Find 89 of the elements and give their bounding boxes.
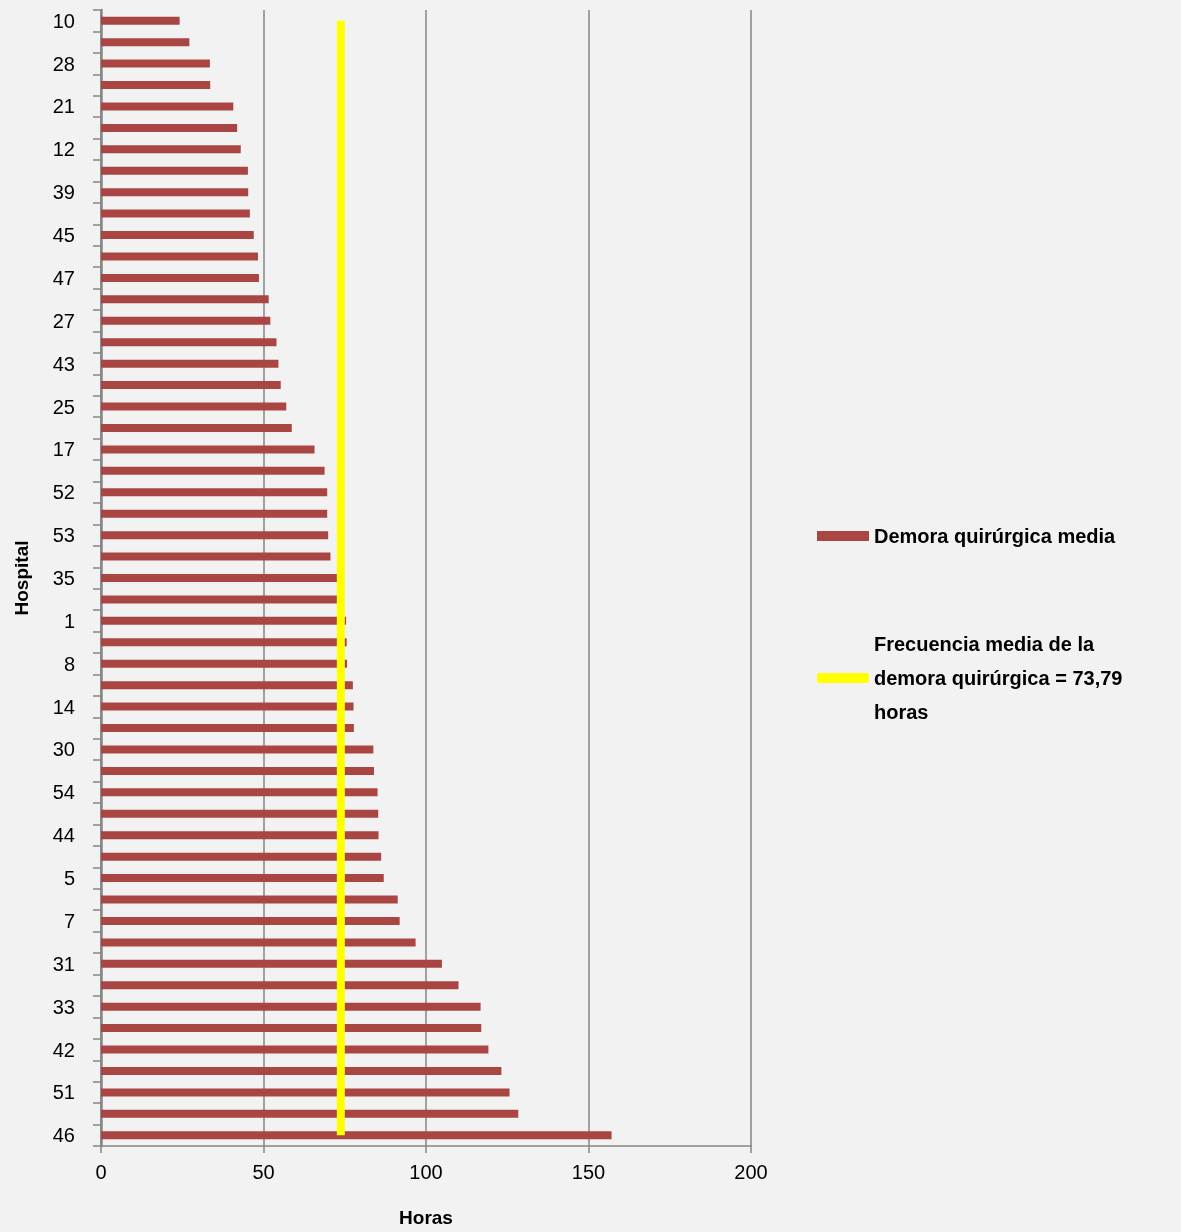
bar: [101, 574, 339, 582]
x-axis-title: Horas: [399, 1207, 453, 1228]
y-tick-label: 42: [52, 1038, 75, 1061]
bar: [101, 231, 254, 240]
x-tick-label: 150: [571, 1161, 606, 1183]
y-tick-label: 54: [52, 781, 75, 804]
y-tick-label: 25: [52, 395, 75, 418]
bar: [101, 874, 384, 883]
bar: [101, 638, 347, 647]
y-tick-label: 28: [52, 52, 75, 75]
y-tick-label: 8: [63, 652, 75, 675]
bar: [101, 81, 211, 90]
y-tick-label: 12: [52, 138, 75, 161]
bar: [101, 359, 279, 368]
y-tick-label: 44: [52, 824, 75, 847]
bar: [101, 338, 277, 347]
x-tick-label: 0: [95, 1161, 107, 1183]
bar: [101, 1088, 510, 1097]
bar: [101, 702, 354, 711]
bar: [101, 16, 180, 25]
bar: [101, 831, 379, 840]
y-axis-title: Hospital: [11, 540, 32, 616]
bar: [101, 895, 398, 904]
bar: [101, 509, 328, 518]
bar: [101, 445, 315, 454]
bar: [101, 616, 347, 625]
bar: [101, 166, 248, 175]
bar: [101, 102, 234, 111]
y-tick-label: 31: [52, 952, 75, 975]
bar: [101, 595, 339, 604]
y-tick-label: 17: [52, 438, 75, 461]
bar: [101, 38, 190, 47]
x-tick-label: 100: [409, 1161, 443, 1183]
bar: [101, 681, 353, 690]
y-tick-label: 27: [52, 309, 75, 332]
bar: [101, 1024, 482, 1033]
bar: [101, 423, 292, 432]
y-tick-label: 47: [52, 266, 75, 289]
y-tick-label: 43: [52, 352, 75, 375]
bar: [101, 788, 378, 797]
bar: [101, 402, 287, 411]
bar: [101, 531, 329, 540]
x-tick-label: 50: [252, 1161, 275, 1183]
y-tick-label: 14: [52, 695, 75, 718]
bar: [101, 252, 258, 261]
bar: [101, 1002, 481, 1011]
bar: [101, 273, 259, 282]
x-tick-label: 200: [734, 1161, 768, 1183]
bar: [101, 916, 400, 925]
bar: [101, 852, 382, 861]
bar: [101, 145, 241, 154]
bar: [101, 488, 328, 497]
bar: [101, 381, 281, 390]
bar: [101, 1045, 489, 1054]
y-tick-label: 39: [52, 181, 75, 204]
y-tick-label: 45: [52, 224, 75, 247]
bar: [101, 316, 271, 325]
y-tick-label: 52: [52, 481, 75, 504]
y-tick-label: 33: [52, 995, 75, 1018]
bar: [101, 466, 325, 475]
bar: [101, 724, 354, 733]
y-tick-label: 53: [52, 524, 75, 547]
legend-label: Demora quirúrgica media: [874, 525, 1117, 547]
bar: [101, 981, 459, 990]
y-tick-label: 35: [52, 567, 75, 589]
y-tick-label: 5: [63, 867, 75, 890]
bar: [101, 959, 442, 968]
bar: [101, 188, 249, 197]
bar: [101, 659, 348, 668]
y-tick-label: 51: [52, 1081, 75, 1104]
bar: [101, 209, 250, 218]
bar: [101, 766, 374, 775]
bar: [101, 552, 331, 561]
y-tick-label: 7: [63, 909, 75, 932]
y-tick-label: 10: [52, 9, 75, 32]
bar: [101, 1066, 502, 1075]
bar: [101, 123, 238, 132]
bar: [101, 938, 416, 947]
y-tick-label: 21: [52, 95, 75, 118]
y-tick-label: 1: [63, 609, 75, 632]
y-tick-label: 30: [52, 738, 75, 761]
bar: [101, 1109, 519, 1118]
bar: [101, 745, 374, 754]
y-tick-label: 46: [52, 1124, 75, 1147]
legend-label: Frecuencia media de la demora quirúrgica = 73,79 horas: [874, 633, 1128, 723]
bar: [101, 809, 379, 818]
bar: [101, 1131, 612, 1140]
bar: [101, 59, 210, 68]
bar: [101, 295, 269, 304]
